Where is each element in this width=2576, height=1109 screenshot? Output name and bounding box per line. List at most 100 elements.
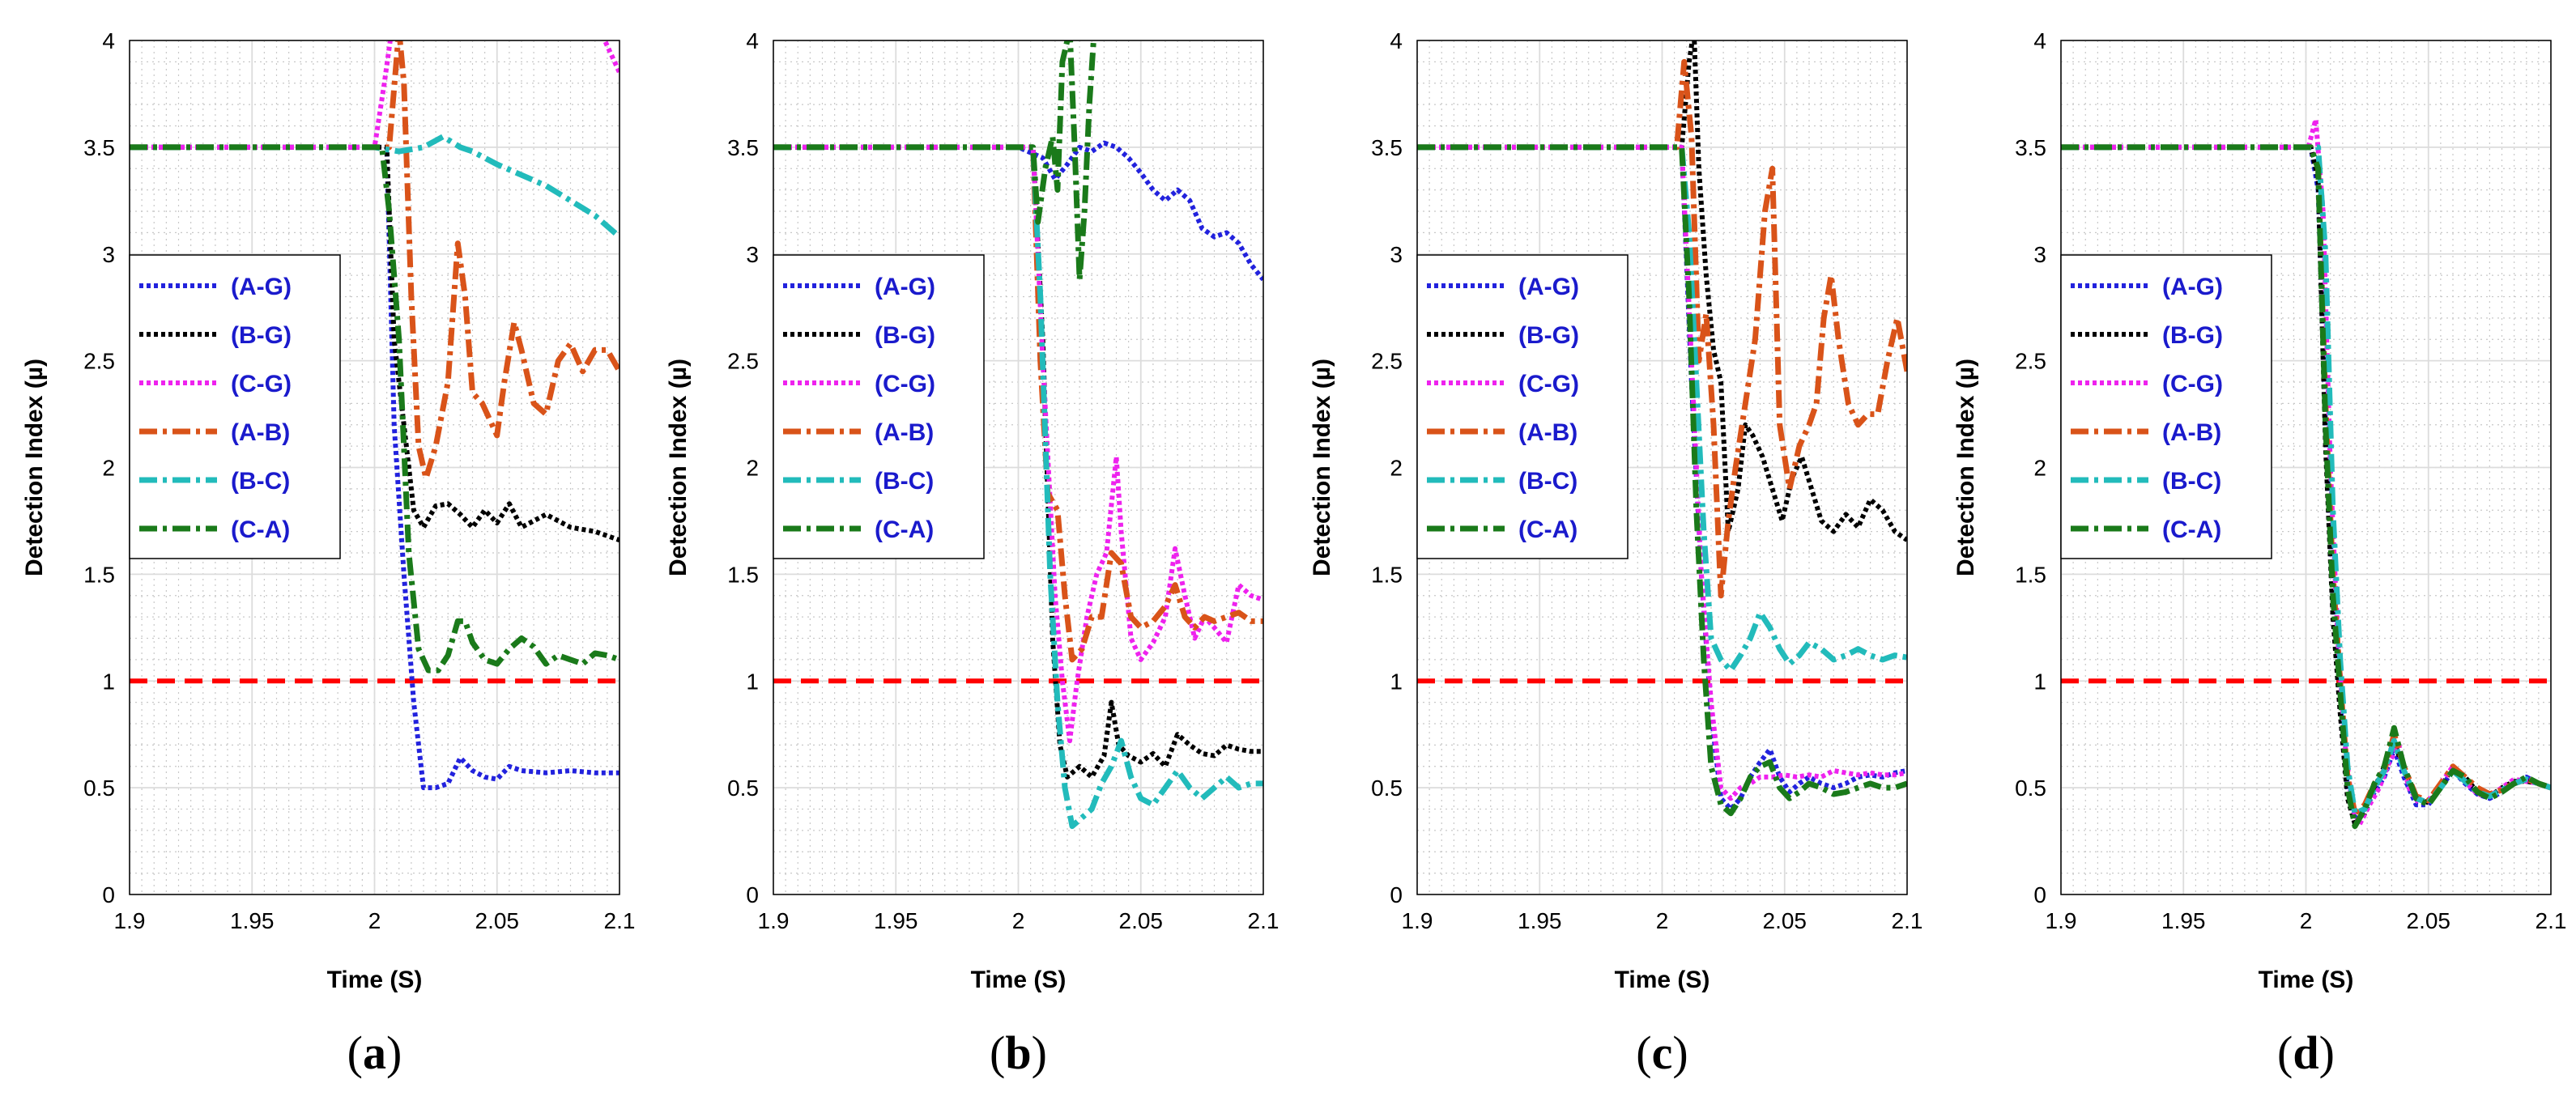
panel-label: (c) xyxy=(1636,1026,1688,1079)
y-tick-label: 2.5 xyxy=(727,349,759,374)
y-tick-label: 0 xyxy=(102,882,115,907)
series-line-a-b xyxy=(1417,58,1907,599)
x-tick-label: 1.9 xyxy=(1402,908,1433,933)
panel-label: (b) xyxy=(990,1026,1047,1079)
legend-label: (B-C) xyxy=(1518,468,1578,495)
y-tick-label: 2 xyxy=(102,456,115,481)
y-tick-label: 4 xyxy=(2033,28,2046,53)
y-axis-label: Detection Index (µ) xyxy=(1309,359,1335,576)
y-tick-label: 0.5 xyxy=(727,775,759,801)
series-group xyxy=(2061,117,2551,830)
x-tick-label: 2.1 xyxy=(1892,908,1923,933)
legend-label: (B-G) xyxy=(231,322,292,349)
legend-label: (C-A) xyxy=(875,516,934,543)
x-tick-label: 2.1 xyxy=(2536,908,2567,933)
legend-label: (A-G) xyxy=(231,274,292,300)
legend-box xyxy=(773,254,985,559)
legend-label: (A-G) xyxy=(1518,274,1579,300)
legend: (A-G) (B-G) (C-G) (A-B) (B-C) (C-A) xyxy=(2060,254,2272,559)
y-axis-label: Detection Index (µ) xyxy=(1952,359,1979,576)
legend-box xyxy=(2060,254,2272,559)
legend-label: (B-G) xyxy=(875,322,935,349)
series-line-b-c xyxy=(2061,144,2551,817)
x-tick-label: 1.95 xyxy=(2161,908,2206,933)
series-line-c-g xyxy=(1417,144,1907,801)
legend-label: (C-A) xyxy=(231,516,290,543)
x-tick-label: 1.9 xyxy=(758,908,790,933)
x-tick-label: 1.95 xyxy=(230,908,275,933)
y-tick-label: 3 xyxy=(1390,242,1403,267)
y-tick-label: 3.5 xyxy=(727,135,759,160)
x-tick-label: 2 xyxy=(1012,908,1025,933)
x-axis-label: Time (S) xyxy=(971,967,1067,993)
y-tick-label: 1.5 xyxy=(727,562,759,587)
legend-label: (A-G) xyxy=(2162,274,2223,300)
series-line-c-a xyxy=(773,40,1096,283)
y-tick-label: 0 xyxy=(1390,882,1403,907)
y-tick-label: 3.5 xyxy=(2015,135,2046,160)
panel-label: (d) xyxy=(2277,1026,2335,1079)
x-tick-label: 2 xyxy=(1656,908,1669,933)
legend-label: (B-C) xyxy=(2162,468,2221,495)
series-line-a-b xyxy=(130,40,620,482)
legend-label: (B-C) xyxy=(231,468,290,495)
x-axis-label: Time (S) xyxy=(1615,967,1710,993)
y-tick-label: 2 xyxy=(746,456,759,481)
legend-label: (A-B) xyxy=(2162,419,2221,446)
legend: (A-G) (B-G) (C-G) (A-B) (B-C) (C-A) xyxy=(773,254,985,559)
x-tick-label: 1.95 xyxy=(1518,908,1562,933)
chart-panel-c: 1.9 1.95 2 2.05 2.1 0 0.5 1 1.5 2 2.5 3 3.5 4 Time (S)… xyxy=(1309,28,1922,1079)
series-line-c-a xyxy=(2061,144,2551,830)
chart-panel-a: 1.9 1.95 2 2.05 2.1 0 0.5 1 1.5 2 2.5 3 3.5 4 Time (S)… xyxy=(21,28,635,1079)
series-line-b-g xyxy=(773,144,1263,780)
y-tick-label: 0.5 xyxy=(1371,775,1403,801)
legend-box xyxy=(1416,254,1629,559)
x-tick-label: 2.05 xyxy=(1763,908,1807,933)
series-line-b-g xyxy=(130,144,620,543)
chart-panel-b: 1.9 1.95 2 2.05 2.1 0 0.5 1 1.5 2 2.5 3 3.5 4 Time (S)… xyxy=(665,28,1279,1079)
series-line-c-g xyxy=(773,144,1263,744)
x-tick-label: 2.05 xyxy=(1119,908,1164,933)
x-axis-label: Time (S) xyxy=(2259,967,2354,993)
y-tick-label: 3.5 xyxy=(83,135,115,160)
legend-label: (C-G) xyxy=(231,371,292,397)
y-tick-label: 1 xyxy=(746,669,759,694)
x-tick-label: 1.9 xyxy=(114,908,146,933)
y-tick-label: 3 xyxy=(746,242,759,267)
legend-label: (B-G) xyxy=(2162,322,2223,349)
legend-label: (B-G) xyxy=(1518,322,1579,349)
y-axis-label: Detection Index (µ) xyxy=(21,359,48,576)
y-tick-label: 1.5 xyxy=(2015,562,2046,587)
x-tick-label: 2.1 xyxy=(1248,908,1279,933)
y-tick-label: 1 xyxy=(102,669,115,694)
legend-label: (A-G) xyxy=(875,274,935,300)
x-tick-label: 2.1 xyxy=(604,908,636,933)
y-tick-label: 2.5 xyxy=(1371,349,1403,374)
x-tick-label: 2 xyxy=(368,908,381,933)
x-tick-label: 1.95 xyxy=(874,908,918,933)
series-line-b-c xyxy=(130,134,620,240)
y-tick-label: 0 xyxy=(746,882,759,907)
y-tick-label: 0 xyxy=(2033,882,2046,907)
y-tick-label: 1.5 xyxy=(1371,562,1403,587)
legend-box xyxy=(129,254,341,559)
y-tick-label: 3 xyxy=(2033,242,2046,267)
y-tick-label: 4 xyxy=(102,28,115,53)
chart-panel-d: 1.9 1.95 2 2.05 2.1 0 0.5 1 1.5 2 2.5 3 3.5 4 Time (S)… xyxy=(1952,28,2566,1079)
legend-label: (A-B) xyxy=(875,419,934,446)
series-line-a-g xyxy=(1417,144,1907,812)
x-axis-label: Time (S) xyxy=(327,967,423,993)
y-tick-label: 2.5 xyxy=(83,349,115,374)
series-line-a-b xyxy=(773,144,1263,663)
legend-label: (A-B) xyxy=(1518,419,1578,446)
y-tick-label: 4 xyxy=(746,28,759,53)
legend-label: (C-G) xyxy=(2162,371,2223,397)
series-group xyxy=(130,40,620,791)
x-tick-label: 2 xyxy=(2300,908,2313,933)
panel-label: (a) xyxy=(347,1026,402,1079)
y-tick-label: 0.5 xyxy=(83,775,115,801)
x-tick-label: 1.9 xyxy=(2046,908,2077,933)
y-tick-label: 3 xyxy=(102,242,115,267)
x-tick-label: 2.05 xyxy=(475,908,520,933)
y-tick-label: 1 xyxy=(1390,669,1403,694)
